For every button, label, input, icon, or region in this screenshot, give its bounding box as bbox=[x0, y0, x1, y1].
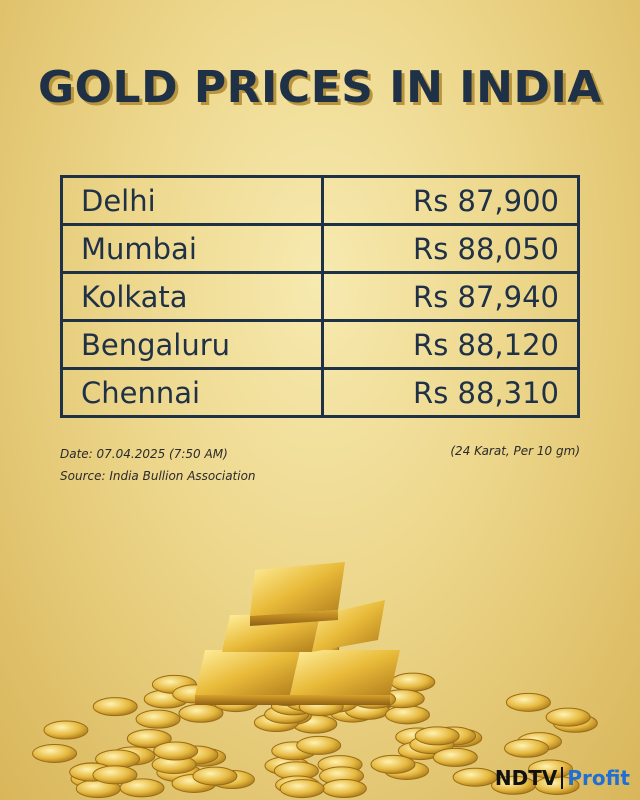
table-row: Mumbai Rs 88,050 bbox=[60, 223, 581, 274]
logo-product: Profit bbox=[567, 766, 630, 790]
coin bbox=[370, 754, 416, 774]
coin bbox=[32, 743, 78, 763]
coin bbox=[545, 707, 591, 727]
city-cell: Bengaluru bbox=[60, 319, 324, 370]
coin bbox=[126, 729, 172, 749]
price-cell: Rs 87,900 bbox=[320, 175, 581, 226]
coin bbox=[43, 720, 89, 740]
coin bbox=[491, 775, 537, 795]
title: GOLD PRICES IN INDIA bbox=[38, 62, 602, 113]
table-row: Bengaluru Rs 88,120 bbox=[60, 319, 581, 370]
table-row: Delhi Rs 87,900 bbox=[60, 175, 581, 226]
coin bbox=[321, 778, 367, 798]
coin bbox=[153, 741, 199, 761]
source-note: Source: India Bullion Association bbox=[60, 469, 256, 483]
price-cell: Rs 87,940 bbox=[320, 271, 581, 322]
coin bbox=[504, 738, 550, 758]
table-row: Chennai Rs 88,310 bbox=[60, 367, 581, 418]
city-cell: Mumbai bbox=[60, 223, 324, 274]
coin bbox=[505, 692, 551, 712]
city-cell: Delhi bbox=[60, 175, 324, 226]
logo-brand: NDTV bbox=[494, 766, 558, 790]
price-cell: Rs 88,310 bbox=[320, 367, 581, 418]
coin bbox=[92, 765, 138, 785]
logo-divider bbox=[561, 767, 564, 789]
gold-illustration bbox=[32, 562, 598, 799]
coin bbox=[390, 672, 436, 692]
coin bbox=[192, 766, 238, 786]
coin bbox=[432, 747, 478, 767]
price-table: Delhi Rs 87,900 Mumbai Rs 88,050 Kolkata Rs 8… bbox=[60, 175, 581, 418]
coin bbox=[452, 767, 498, 787]
price-cell: Rs 88,120 bbox=[320, 319, 581, 370]
coin bbox=[279, 779, 325, 799]
logo: NDTV Profit bbox=[495, 766, 630, 790]
coin bbox=[384, 705, 430, 725]
city-cell: Kolkata bbox=[60, 271, 324, 322]
unit-note: (24 Karat, Per 10 gm) bbox=[450, 444, 580, 458]
city-cell: Chennai bbox=[60, 367, 324, 418]
coin bbox=[92, 697, 138, 717]
table-row: Kolkata Rs 87,940 bbox=[60, 271, 581, 322]
coin bbox=[135, 709, 181, 729]
date-note: Date: 07.04.2025 (7:50 AM) bbox=[60, 447, 228, 461]
price-cell: Rs 88,050 bbox=[320, 223, 581, 274]
coin bbox=[414, 726, 460, 746]
coin bbox=[296, 735, 342, 755]
